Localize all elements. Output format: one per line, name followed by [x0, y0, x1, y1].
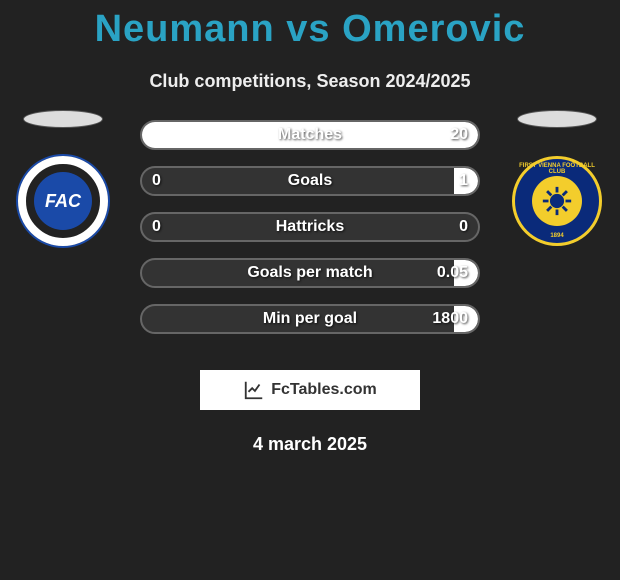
stat-value-right: 0.05: [427, 260, 478, 286]
player-left-column: FAC: [18, 110, 108, 246]
stat-row: Goals0 1: [140, 166, 480, 196]
chart-icon: [243, 379, 265, 401]
subtitle: Club competitions, Season 2024/2025: [0, 71, 620, 92]
stat-value-right: 1: [449, 168, 478, 194]
stat-row: Min per goal1800: [140, 304, 480, 334]
team-right-year: 1894: [515, 233, 599, 239]
date-text: 4 march 2025: [0, 434, 620, 455]
team-right-icon: [532, 176, 582, 226]
stat-value-left: 0: [142, 168, 171, 194]
stat-row: Matches20: [140, 120, 480, 150]
player-right-column: FIRST VIENNA FOOTBALL CLUB 1894: [512, 110, 602, 246]
team-right-name: FIRST VIENNA FOOTBALL CLUB: [515, 163, 599, 175]
team-right-badge: FIRST VIENNA FOOTBALL CLUB 1894: [512, 156, 602, 246]
stat-label: Hattricks: [142, 214, 478, 240]
comparison-area: FAC FIRST VIENNA FOOTBALL CLUB 1894 Matc…: [0, 120, 620, 360]
brand-text: FcTables.com: [271, 381, 377, 399]
stat-label: Goals: [142, 168, 478, 194]
stat-value-right: 20: [440, 122, 478, 148]
stat-value-left: 0: [142, 214, 171, 240]
player-left-silhouette: [23, 110, 103, 128]
team-left-badge: FAC: [18, 156, 108, 246]
stat-value-right: 0: [449, 214, 478, 240]
brand-footer[interactable]: FcTables.com: [200, 370, 420, 410]
stat-row: Goals per match0.05: [140, 258, 480, 288]
stat-rows: Matches20Goals01Hattricks00Goals per mat…: [140, 120, 480, 334]
page-title: Neumann vs Omerovic: [0, 0, 620, 51]
stat-label: Matches: [142, 122, 478, 148]
stat-value-right: 1800: [422, 306, 478, 332]
team-left-abbr: FAC: [34, 172, 92, 230]
player-right-silhouette: [517, 110, 597, 128]
stat-row: Hattricks0 0: [140, 212, 480, 242]
